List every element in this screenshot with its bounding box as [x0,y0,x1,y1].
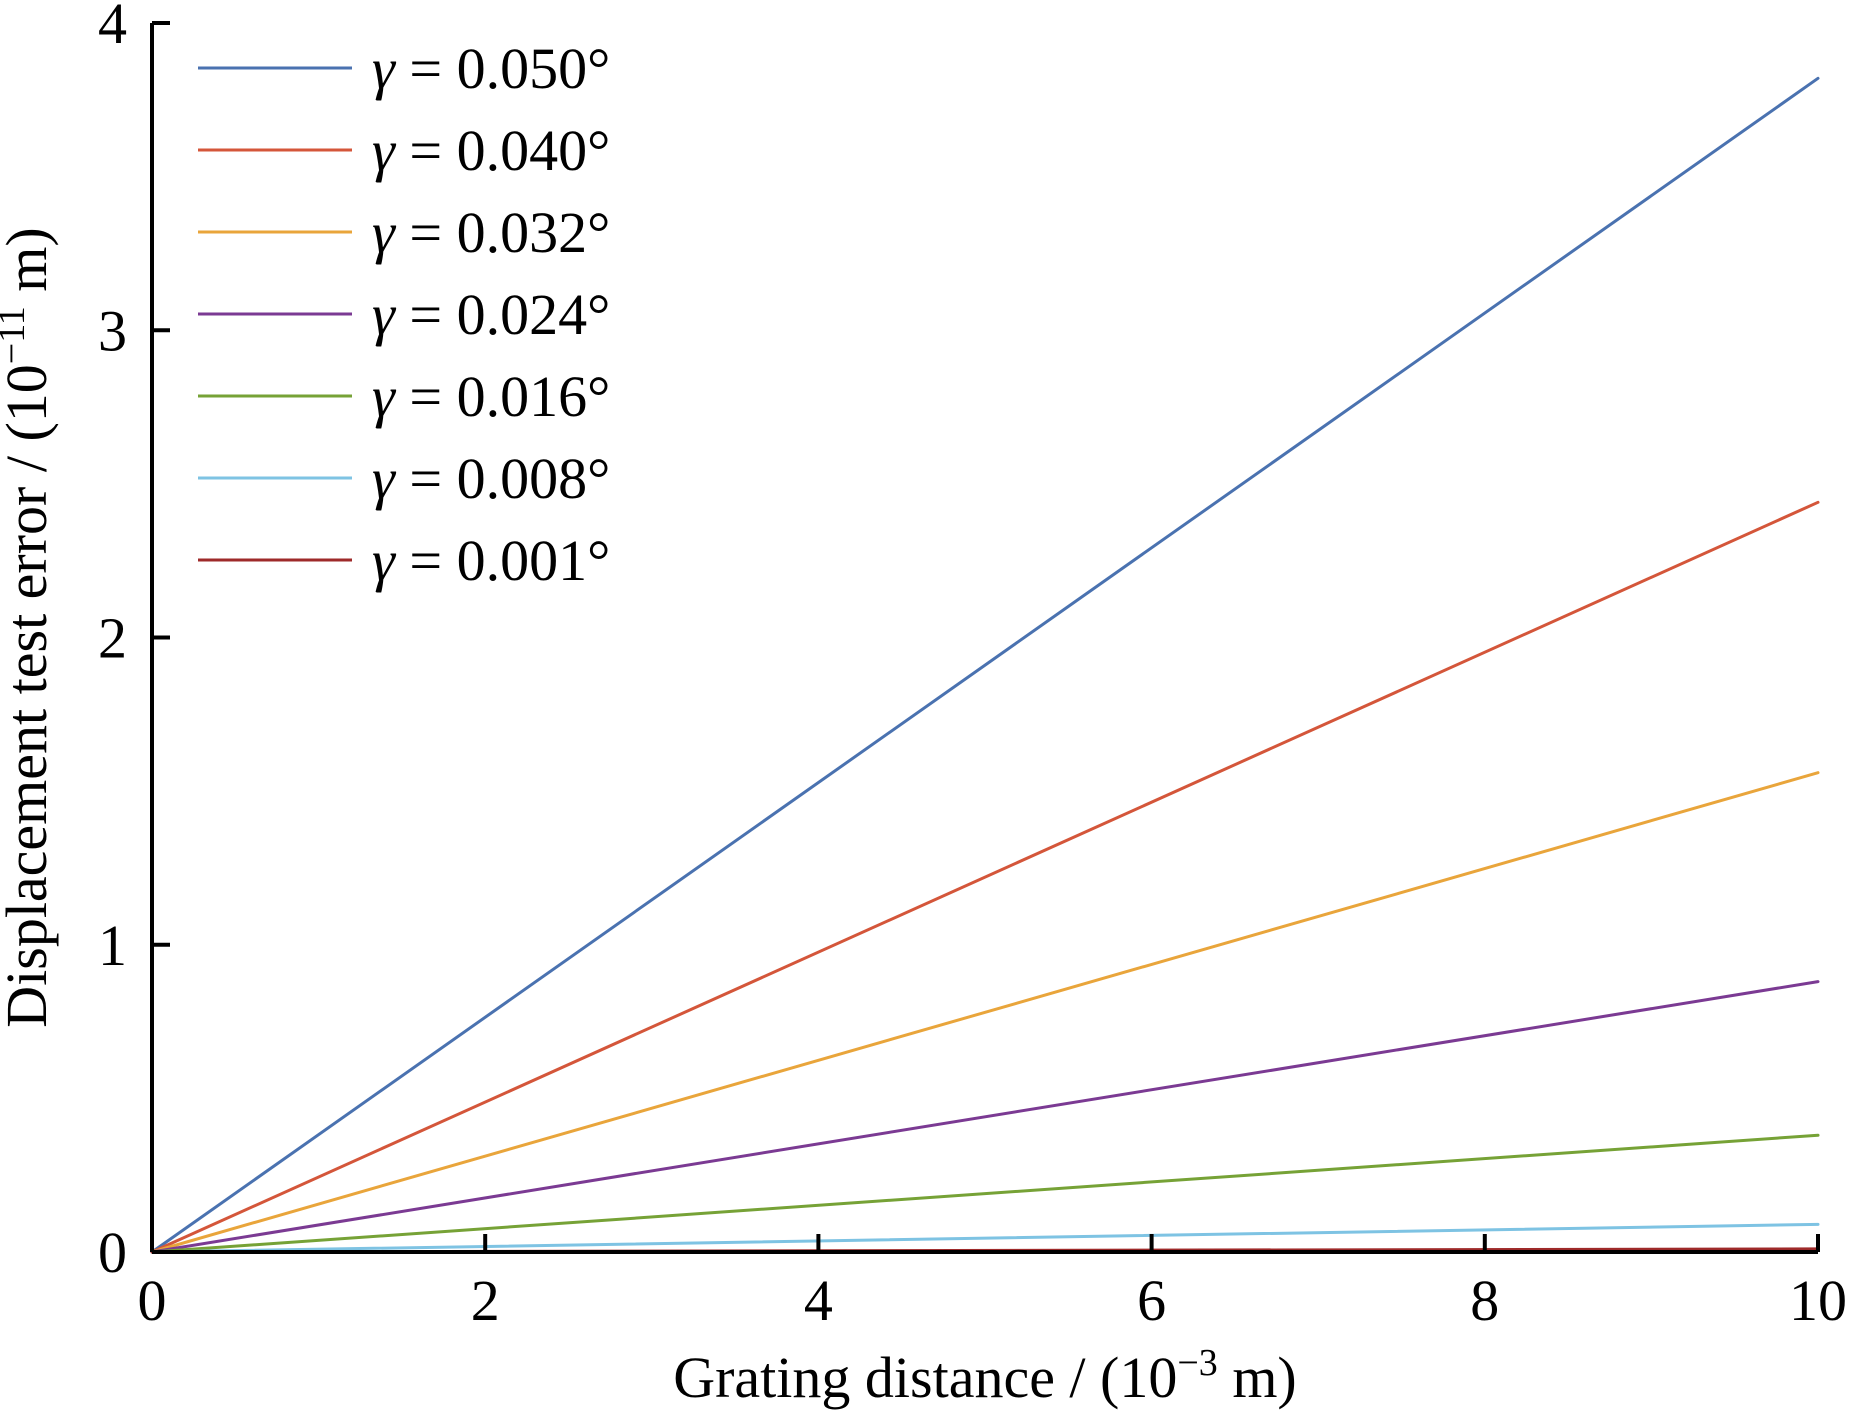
series-line [150,980,1820,1254]
legend-symbol: γ [372,446,397,511]
legend-symbol: γ [372,118,397,183]
legend-symbol: γ [372,36,397,101]
legend-label: γ = 0.008° [372,446,610,511]
legend-label: γ = 0.024° [372,282,610,347]
x-axis-title-exponent: −3 [1177,1342,1217,1384]
y-tick-label: 2 [98,606,127,671]
legend-symbol: γ [372,364,397,429]
y-tick-label: 0 [98,1220,127,1285]
y-tick-label: 1 [98,913,127,978]
legend-value: = 0.001° [395,528,610,593]
series-line [150,1133,1820,1254]
x-ticks: 0 2 4 6 8 10 [138,1234,1847,1333]
y-axis-title-text: Displacement test error / (10 [0,364,59,1028]
legend-symbol: γ [372,200,397,265]
legend-label: γ = 0.040° [372,118,610,183]
x-axis-title-unit: m) [1218,1345,1297,1410]
legend-value: = 0.024° [395,282,610,347]
legend-symbol: γ [372,528,397,593]
x-axis-title: Grating distance / (10−3 m) [673,1342,1297,1410]
y-axis-title-unit: m) [0,227,59,306]
series-line [150,771,1820,1254]
x-tick-label: 4 [804,1268,833,1333]
x-tick-label: 10 [1789,1268,1847,1333]
legend: γ = 0.050°γ = 0.040°γ = 0.032°γ = 0.024°… [198,36,610,593]
legend-value: = 0.016° [395,364,610,429]
x-tick-label: 2 [471,1268,500,1333]
legend-value: = 0.032° [395,200,610,265]
legend-value: = 0.040° [395,118,610,183]
x-tick-label: 0 [138,1268,167,1333]
legend-label: γ = 0.001° [372,528,610,593]
series-line [150,1222,1820,1254]
series-line [150,500,1820,1254]
legend-label: γ = 0.032° [372,200,610,265]
x-tick-label: 8 [1470,1268,1499,1333]
y-axis-title-exponent: −11 [0,306,33,364]
legend-symbol: γ [372,282,397,347]
legend-value: = 0.050° [395,36,610,101]
x-axis-title-text: Grating distance / (10 [673,1345,1177,1410]
x-tick-label: 6 [1137,1268,1166,1333]
legend-label: γ = 0.050° [372,36,610,101]
y-axis-title: Displacement test error / (10−11 m) [0,227,59,1028]
y-tick-label: 3 [98,298,127,363]
legend-label: γ = 0.016° [372,364,610,429]
y-ticks: 0 1 2 3 4 [98,0,170,1285]
y-tick-label: 4 [98,0,127,56]
legend-value: = 0.008° [395,446,610,511]
series-line [150,76,1820,1254]
